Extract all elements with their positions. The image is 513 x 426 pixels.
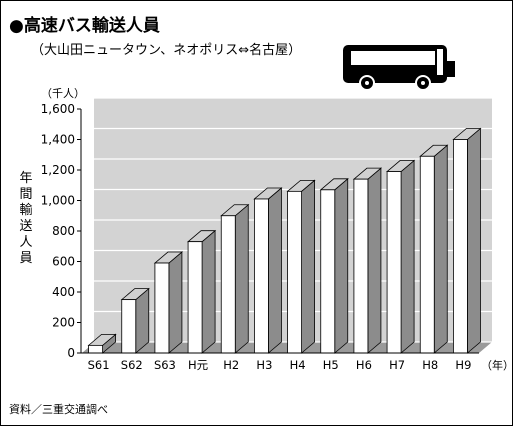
x-tick-label: H4 — [290, 358, 306, 372]
bar-side — [400, 159, 415, 354]
bar-side — [467, 127, 481, 354]
bar-side — [433, 144, 448, 354]
x-tick-label: H3 — [256, 358, 272, 372]
x-tick-label: H元 — [188, 358, 209, 372]
x-tick-label: H9 — [455, 358, 471, 372]
x-tick-label: H2 — [223, 358, 239, 372]
bar-side — [301, 179, 315, 354]
y-tick-label: 1,400 — [41, 133, 75, 147]
y-tick-label: 1,000 — [41, 194, 75, 208]
bar-chart: 0 200 400 600 800 1,000 1,200 1,400 1,600 S61 S62 S… — [41, 97, 512, 372]
y-tick-label: 200 — [52, 316, 75, 330]
bar — [287, 190, 302, 354]
bar-side — [234, 203, 249, 354]
x-tick-label: H6 — [356, 358, 372, 372]
y-tick-label: 800 — [52, 224, 75, 238]
gridline-diagonal — [80, 158, 95, 171]
bar — [88, 344, 103, 354]
gridline-diagonal — [80, 219, 95, 232]
bar — [187, 241, 203, 354]
bar — [154, 262, 170, 354]
x-tick-label: H5 — [323, 358, 339, 372]
x-tick-label: H7 — [389, 358, 405, 372]
gridline-diagonal — [80, 97, 95, 110]
x-tick-label: H8 — [422, 358, 438, 372]
x-tick-label: S61 — [88, 358, 110, 372]
x-axis-unit: （年） — [481, 358, 512, 372]
bar — [386, 171, 402, 354]
x-tick-label: S63 — [154, 358, 176, 372]
bar — [320, 189, 336, 354]
y-tick-label: 400 — [52, 285, 75, 299]
chart-subtitle: （大山田ニュータウン、ネオポリス⇔名古屋） — [31, 43, 302, 58]
bar-side — [334, 177, 349, 354]
bar — [254, 198, 269, 354]
y-axis-label: 年間輸送人員 — [19, 171, 33, 266]
x-tick-label: S62 — [121, 358, 143, 372]
chart-title: ●高速バス輸送人員 — [9, 16, 160, 36]
gridline-diagonal — [80, 128, 95, 140]
bar-side — [367, 167, 382, 354]
y-tick-label: 0 — [67, 346, 75, 360]
bar — [353, 178, 369, 354]
y-tick-label: 1,600 — [41, 102, 75, 116]
bar — [121, 299, 137, 354]
gridline-diagonal — [80, 250, 95, 262]
gridline-diagonal — [80, 311, 95, 323]
bar-side — [168, 251, 183, 354]
bar — [453, 139, 468, 354]
bar — [419, 155, 435, 354]
bar-side — [201, 229, 216, 354]
y-axis-unit: （千人） — [41, 87, 85, 100]
y-tick-label: 1,200 — [41, 163, 75, 177]
gridline-diagonal — [80, 280, 95, 293]
bar — [220, 215, 236, 354]
bar-side — [268, 187, 282, 354]
gridline-diagonal — [80, 189, 95, 201]
source-note: 資料／三重交通調べ — [9, 403, 108, 416]
y-tick-label: 600 — [52, 255, 75, 269]
bus-icon — [343, 45, 455, 91]
